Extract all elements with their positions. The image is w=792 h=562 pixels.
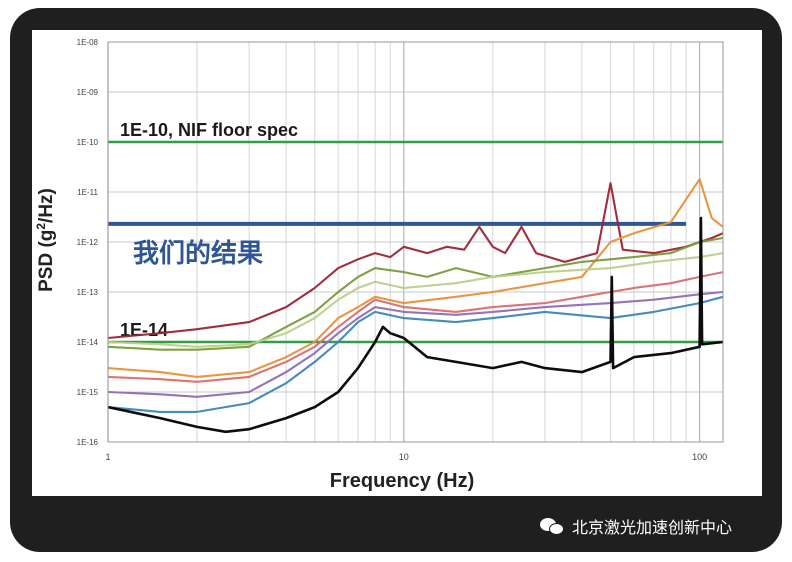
y-tick-label: 1E-08 [77,38,99,47]
wechat-icon [540,516,566,536]
y-tick-label: 1E-10 [77,138,99,147]
x-tick-label: 1 [105,452,110,462]
y-tick-label: 1E-14 [77,338,99,347]
our-result-label: 我们的结果 [133,238,263,269]
series-line-3 [107,236,724,351]
y-tick-label: 1E-09 [77,88,99,97]
series-layer [107,178,724,434]
series-line-8 [107,216,724,434]
y-tick-label: 1E-15 [77,388,99,397]
y-tick-label: 1E-13 [77,288,99,297]
series-line-7 [107,290,724,398]
y-axis-label: PSD (g2/Hz) [34,188,57,292]
plot-area-border [107,41,724,443]
axis-layer: 1E-08 1E-09 1E-10 1E-11 1E-12 1E-13 1E-14 1E-15… [77,38,724,462]
watermark-text: 北京激光加速创新中心 [572,518,733,537]
x-tick-label: 100 [692,452,707,462]
watermark: 北京激光加速创新中心 [540,514,732,538]
y-tick-label: 1E-11 [77,188,98,197]
series-line-4 [107,252,724,348]
series-line-5 [107,271,724,383]
series-line-6 [107,295,724,413]
series-line-1 [107,182,724,340]
x-axis-label: Frequency (Hz) [330,470,474,492]
y-tick-label: 1E-12 [77,238,99,247]
reference-line-label-1: 1E-10, NIF floor spec [120,120,298,140]
x-tick-label: 10 [399,452,409,462]
series-line-2 [107,178,724,378]
y-tick-label: 1E-16 [77,438,99,447]
